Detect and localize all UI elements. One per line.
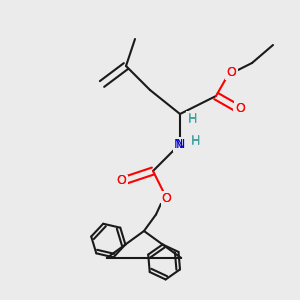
Text: O: O: [226, 65, 236, 79]
Bar: [173, 140, 187, 148]
Text: O: O: [226, 65, 236, 79]
Bar: [233, 103, 247, 112]
Text: H: H: [190, 134, 200, 148]
Text: O: O: [235, 101, 245, 115]
Text: O: O: [162, 191, 171, 205]
Text: N: N: [174, 137, 183, 151]
Text: H: H: [191, 135, 200, 148]
Bar: [224, 68, 238, 76]
Text: O: O: [235, 101, 245, 115]
Bar: [160, 194, 173, 202]
Text: O: O: [162, 191, 171, 205]
Text: O: O: [117, 173, 126, 187]
Text: O: O: [117, 173, 126, 187]
Text: H: H: [187, 112, 197, 125]
Text: H: H: [188, 113, 197, 126]
Text: N: N: [175, 137, 185, 151]
Bar: [115, 176, 128, 184]
